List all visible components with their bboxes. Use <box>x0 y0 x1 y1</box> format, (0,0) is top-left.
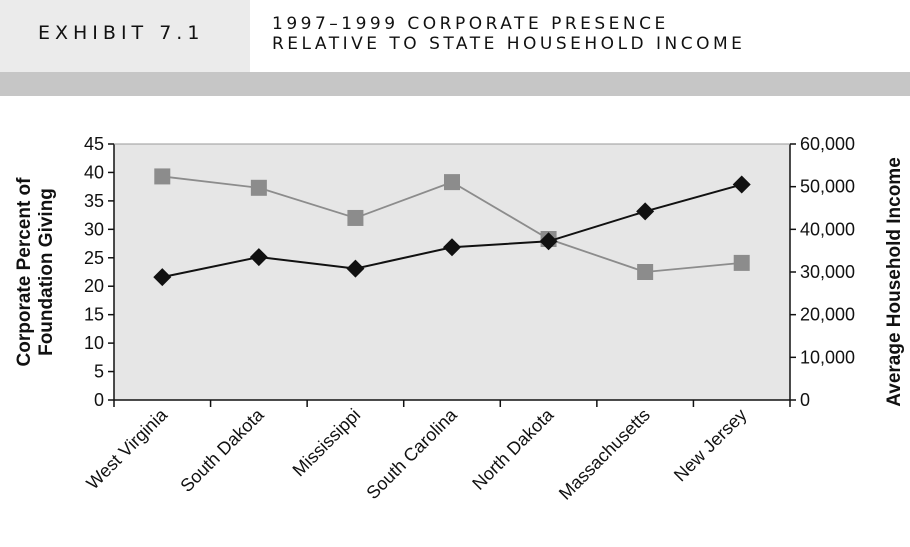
y-left-tick-label: 0 <box>94 390 104 410</box>
y-right-tick-label: 40,000 <box>800 219 855 239</box>
y-right-tick-label: 30,000 <box>800 262 855 282</box>
square-marker <box>444 174 460 191</box>
chart-title-line1: 1997–1999 CORPORATE PRESENCE <box>272 14 669 34</box>
y-left-tick-label: 10 <box>84 333 104 353</box>
diamond-marker <box>153 268 172 287</box>
diamond-marker <box>539 232 558 251</box>
y-left-tick-label: 15 <box>84 305 104 325</box>
y-left-tick-label: 45 <box>84 134 104 154</box>
diamond-marker <box>732 175 751 194</box>
chart-title-line2: RELATIVE TO STATE HOUSEHOLD INCOME <box>272 34 746 54</box>
square-marker <box>637 264 654 280</box>
diamond-marker <box>346 259 365 278</box>
x-tick-label: Massachusetts <box>555 405 654 504</box>
y-axis-right-label: Average Household Income <box>884 157 905 407</box>
square-marker <box>733 254 750 271</box>
diamond-marker <box>443 238 461 257</box>
square-marker <box>250 179 267 196</box>
y-axis-left-label-line2: Foundation Giving <box>36 188 57 356</box>
x-tick-label: West Virginia <box>82 404 171 493</box>
y-right-tick-label: 10,000 <box>800 347 855 367</box>
exhibit-label: EXHIBIT 7.1 <box>38 22 205 44</box>
y-left-tick-label: 35 <box>84 191 104 211</box>
y-right-tick-label: 20,000 <box>800 305 855 325</box>
y-left-tick-label: 20 <box>84 276 104 296</box>
y-axis-left-label-line1: Corporate Percent of <box>14 177 35 367</box>
y-left-tick-label: 40 <box>84 162 104 182</box>
y-left-tick-label: 5 <box>94 362 104 382</box>
diamond-marker <box>249 248 268 267</box>
x-tick-label: South Dakota <box>176 404 268 496</box>
diamond-marker <box>636 202 655 221</box>
y-right-tick-label: 60,000 <box>800 134 855 154</box>
x-tick-label: New Jersey <box>670 405 751 486</box>
header-title-panel <box>250 0 910 72</box>
x-tick-label: North Dakota <box>468 404 558 494</box>
x-tick-label: South Carolina <box>362 404 461 503</box>
header-divider-bar <box>0 72 910 96</box>
y-right-tick-label: 50,000 <box>800 177 855 197</box>
y-right-tick-label: 0 <box>800 390 810 410</box>
square-marker <box>347 209 364 226</box>
y-left-tick-label: 30 <box>84 219 104 239</box>
x-tick-label: Mississippi <box>289 405 365 481</box>
square-marker <box>154 168 171 185</box>
chart-title: 1997–1999 CORPORATE PRESENCE RELATIVE TO… <box>272 14 745 54</box>
y-left-tick-label: 25 <box>84 248 104 268</box>
header-label-panel <box>0 0 250 72</box>
